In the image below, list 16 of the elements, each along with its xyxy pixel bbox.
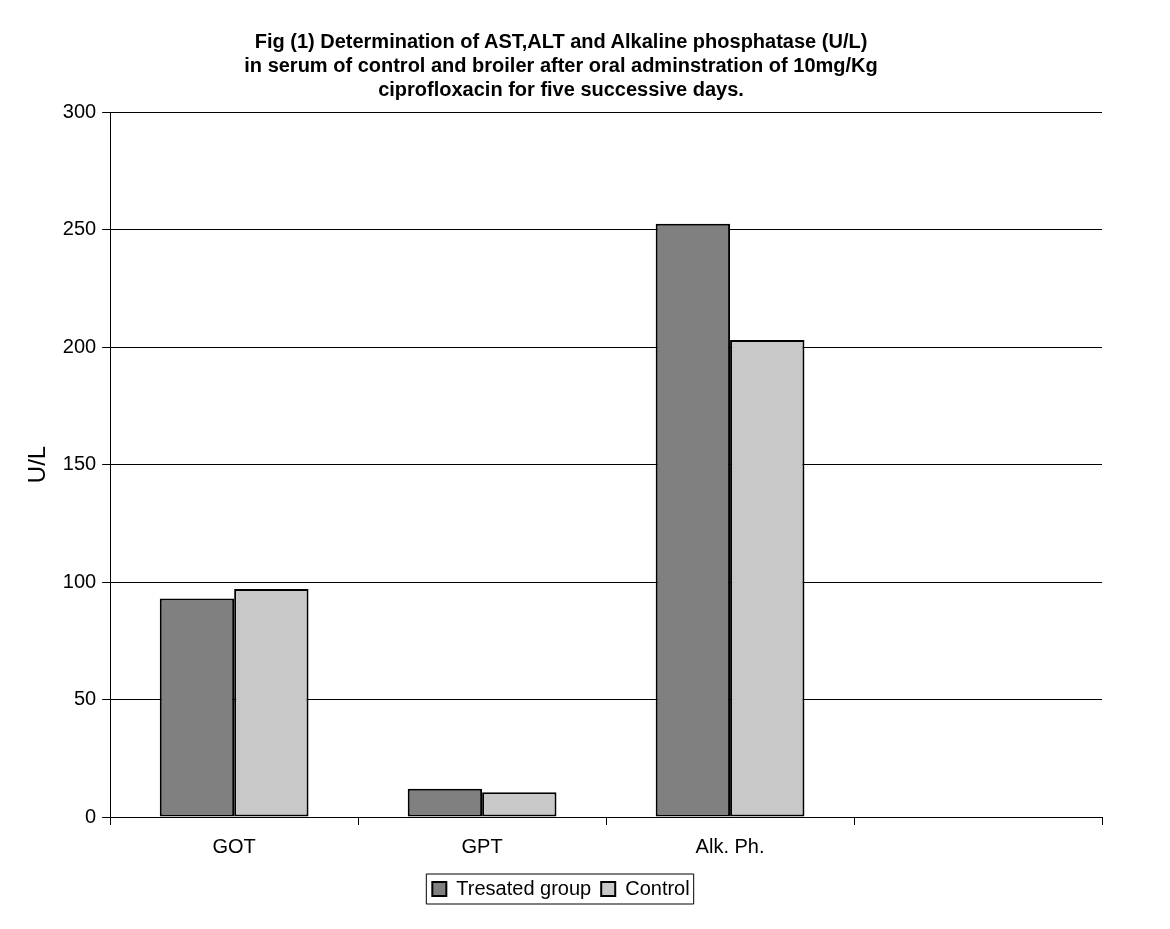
text: Fig (1) Determination of AST,ALT and Alkaline phosphatase (U/L) bbox=[254, 29, 868, 52]
legend-label: Tresated group bbox=[456, 876, 592, 899]
text: ciprofloxacin for five successive days. bbox=[378, 77, 744, 100]
y-tick-label: 100 bbox=[62, 569, 97, 592]
y-tick-label: 200 bbox=[62, 334, 97, 357]
y-tick-label: 150 bbox=[62, 452, 97, 475]
y-tick-label: 300 bbox=[62, 99, 97, 122]
x-tick-label: Alk. Ph. bbox=[695, 834, 765, 857]
y-tick-label: 250 bbox=[62, 217, 97, 240]
y-tick-label: 50 bbox=[73, 687, 97, 710]
y-tick-label: 0 bbox=[85, 804, 97, 827]
x-tick-label: GOT bbox=[212, 834, 256, 857]
y-axis-title: U/L bbox=[23, 445, 51, 484]
x-tick-label: GPT bbox=[461, 834, 503, 857]
text: in serum of control and broiler after oral adminstration of 10mg/Kg bbox=[244, 53, 878, 76]
legend-label: Control bbox=[625, 876, 690, 899]
